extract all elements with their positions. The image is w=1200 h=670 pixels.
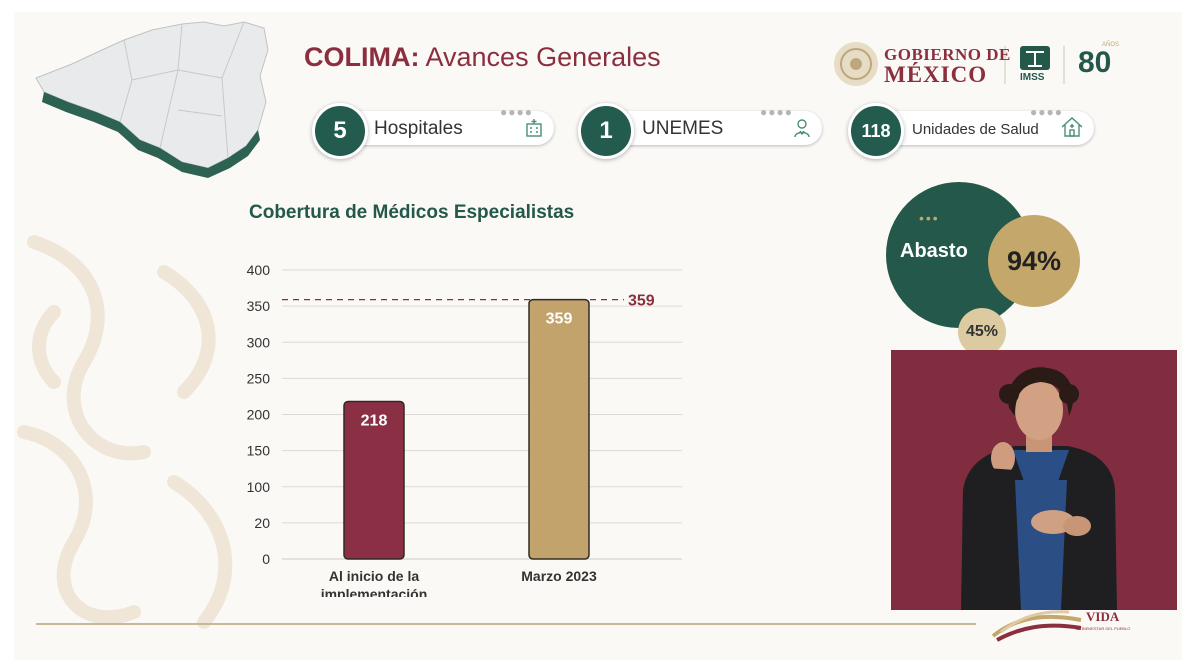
title-state: COLIMA: bbox=[304, 42, 420, 72]
bar bbox=[528, 298, 590, 560]
stat-label: UNEMES bbox=[642, 118, 724, 139]
anniversary-logo: 80 AÑOS bbox=[1078, 42, 1120, 82]
y-tick-label: 200 bbox=[247, 407, 271, 423]
abasto-dots: ••• bbox=[919, 210, 940, 226]
stat-value: 118 bbox=[861, 120, 891, 141]
vida-logo bbox=[991, 610, 1082, 642]
vida-logo-subtext: EL BIENESTAR DEL PUEBLO bbox=[1076, 626, 1131, 631]
stat-value: 5 bbox=[333, 117, 347, 144]
x-tick-label: Al inicio de la bbox=[329, 568, 419, 584]
stat-value: 1 bbox=[599, 117, 613, 144]
hospital-icon bbox=[526, 119, 542, 137]
slide: COLIMA: Avances Generales GOBIERNO DE MÉ… bbox=[14, 12, 1182, 660]
y-tick-label: 250 bbox=[247, 370, 271, 386]
stat-label: Unidades de Salud bbox=[912, 121, 1039, 138]
abasto-secondary-value: 45% bbox=[965, 323, 999, 340]
y-tick-label: 350 bbox=[247, 298, 271, 314]
stat-value-circle: 1 bbox=[578, 103, 634, 159]
gob-line1: GOBIERNO DE bbox=[884, 45, 1011, 64]
y-tick-label: 100 bbox=[247, 479, 271, 495]
sign-language-video bbox=[891, 350, 1177, 610]
y-tick-label: 300 bbox=[247, 334, 271, 350]
stat-value-circle: 5 bbox=[312, 103, 368, 159]
house-icon bbox=[1061, 117, 1083, 137]
y-tick-label: 20 bbox=[254, 515, 270, 531]
anniv-label: AÑOS bbox=[1102, 42, 1120, 48]
doctor-icon bbox=[794, 119, 810, 138]
y-tick-label: 0 bbox=[262, 551, 270, 567]
chart-title: Cobertura de Médicos Especialistas bbox=[249, 202, 575, 223]
pill-dots: ●●●● bbox=[1030, 105, 1063, 119]
abasto-label: Abasto bbox=[900, 240, 968, 262]
stat-label: Hospitales bbox=[374, 118, 463, 139]
bar bbox=[343, 400, 405, 560]
logos bbox=[834, 42, 1065, 86]
page-title: COLIMA: Avances Generales bbox=[304, 42, 661, 73]
interpreter-image bbox=[891, 350, 1177, 610]
footer-divider bbox=[36, 623, 976, 625]
abasto-value: 94% bbox=[1006, 245, 1062, 276]
vida-logo-text: VIDA bbox=[1086, 609, 1120, 624]
bar-data-label: 359 bbox=[546, 311, 573, 328]
abasto-secondary-circle: 45% bbox=[958, 308, 1006, 356]
title-subtitle: Avances Generales bbox=[425, 42, 661, 72]
stat-value-circle: 118 bbox=[848, 103, 904, 159]
bar-data-label: 218 bbox=[361, 412, 388, 429]
pill-dots: ●●●● bbox=[500, 105, 533, 119]
gobierno-logo: GOBIERNO DE MÉXICO bbox=[884, 46, 1011, 86]
colima-map bbox=[35, 21, 269, 178]
imss-logo-text: IMSS bbox=[1020, 72, 1045, 83]
y-tick-label: 150 bbox=[247, 443, 271, 459]
gob-line2: MÉXICO bbox=[884, 62, 988, 87]
x-tick-label: implementación bbox=[321, 586, 428, 597]
abasto-value-circle: 94% bbox=[988, 215, 1080, 307]
anniv-number: 80 bbox=[1078, 46, 1112, 79]
pill-dots: ●●●● bbox=[760, 105, 793, 119]
reference-line-label: 359 bbox=[628, 293, 655, 310]
background-pattern bbox=[17, 235, 233, 629]
y-tick-label: 400 bbox=[247, 262, 271, 278]
x-tick-label: Marzo 2023 bbox=[521, 568, 597, 584]
